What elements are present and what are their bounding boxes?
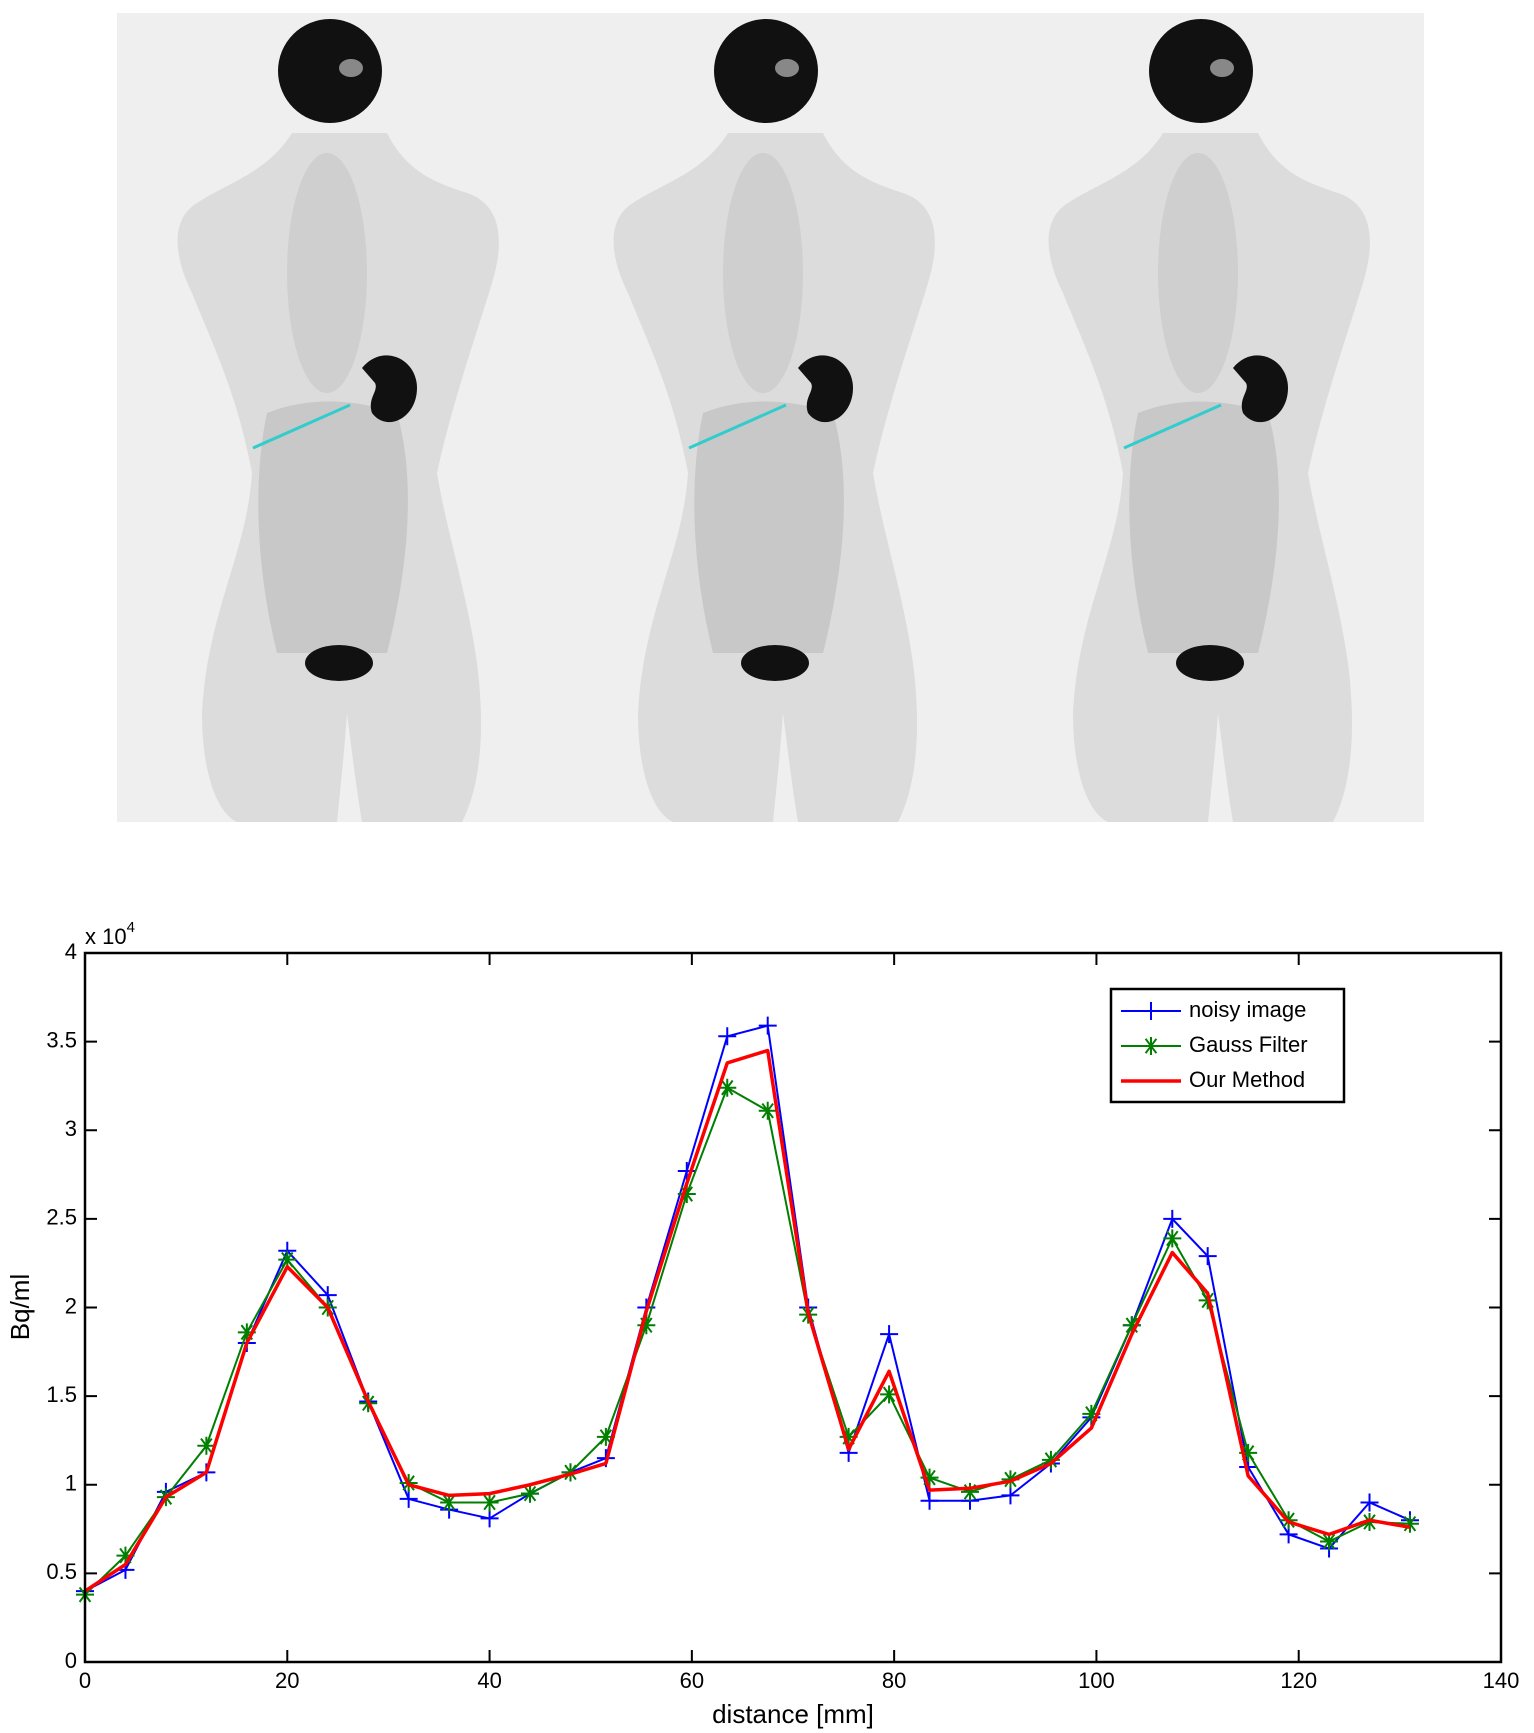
y-tick-label: 1 [65,1471,77,1496]
marker [1001,1486,1020,1505]
marker [637,1316,656,1335]
y-tick-label: 1.5 [46,1382,77,1407]
pet-image-noisy [115,11,555,824]
marker [839,1427,858,1446]
series-line [84,1086,1411,1596]
legend-marker [1142,1037,1160,1055]
marker [677,1185,696,1204]
legend-label: noisy image [1189,997,1306,1022]
x-tick-label: 20 [275,1668,299,1693]
marker [1041,1450,1060,1469]
series-line [84,1048,1411,1593]
marker [1198,1247,1217,1266]
legend-marker [1142,1002,1160,1020]
marker [961,1482,979,1501]
pet-image-gauss [551,11,991,824]
x-tick-label: 60 [680,1668,704,1693]
marker [197,1436,216,1455]
marker [1122,1316,1141,1335]
marker [480,1509,499,1528]
x-tick-label: 100 [1078,1668,1115,1693]
marker [399,1489,418,1508]
y-multiplier: x 104 [85,919,135,949]
x-tick-label: 40 [477,1668,501,1693]
y-tick-label: 3.5 [46,1027,77,1052]
legend-label: Gauss Filter [1189,1032,1308,1057]
x-tick-label: 140 [1483,1668,1520,1693]
marker [758,1101,777,1120]
marker [718,1078,737,1097]
marker [1400,1514,1419,1533]
marker [880,1325,899,1344]
marker [440,1493,459,1512]
y-tick-label: 3 [65,1116,77,1141]
y-tick-label: 4 [65,939,77,964]
marker [880,1385,899,1404]
y-tick-label: 0 [65,1648,77,1673]
marker [480,1493,499,1512]
pet-images [115,11,1426,824]
marker [237,1323,256,1342]
marker [1082,1404,1101,1423]
pet-image-ours [986,11,1426,824]
plot-frame [83,951,1503,1664]
marker [1360,1493,1379,1512]
marker [521,1484,540,1503]
marker [920,1491,939,1510]
legend-label: Our Method [1189,1067,1305,1092]
multiplier-base: x 10 [85,924,127,949]
marker [758,1016,777,1035]
y-axis-title: Bq/ml [5,1274,35,1340]
x-tick-label: 0 [79,1668,91,1693]
marker [596,1427,615,1446]
series-line [84,1024,1411,1592]
x-tick-label: 80 [882,1668,906,1693]
y-tick-label: 2 [65,1293,77,1318]
marker [1320,1532,1339,1551]
marker [1239,1443,1258,1462]
x-axis-title: distance [mm] [712,1699,874,1729]
x-tick-label: 120 [1280,1668,1317,1693]
marker [1163,1209,1182,1228]
marker [116,1546,135,1565]
marker [718,1027,737,1046]
multiplier-exponent: 4 [127,919,135,936]
marker [278,1250,297,1269]
marker [920,1468,939,1487]
y-tick-label: 0.5 [46,1559,77,1584]
y-tick-label: 2.5 [46,1205,77,1230]
marker [1163,1229,1182,1248]
